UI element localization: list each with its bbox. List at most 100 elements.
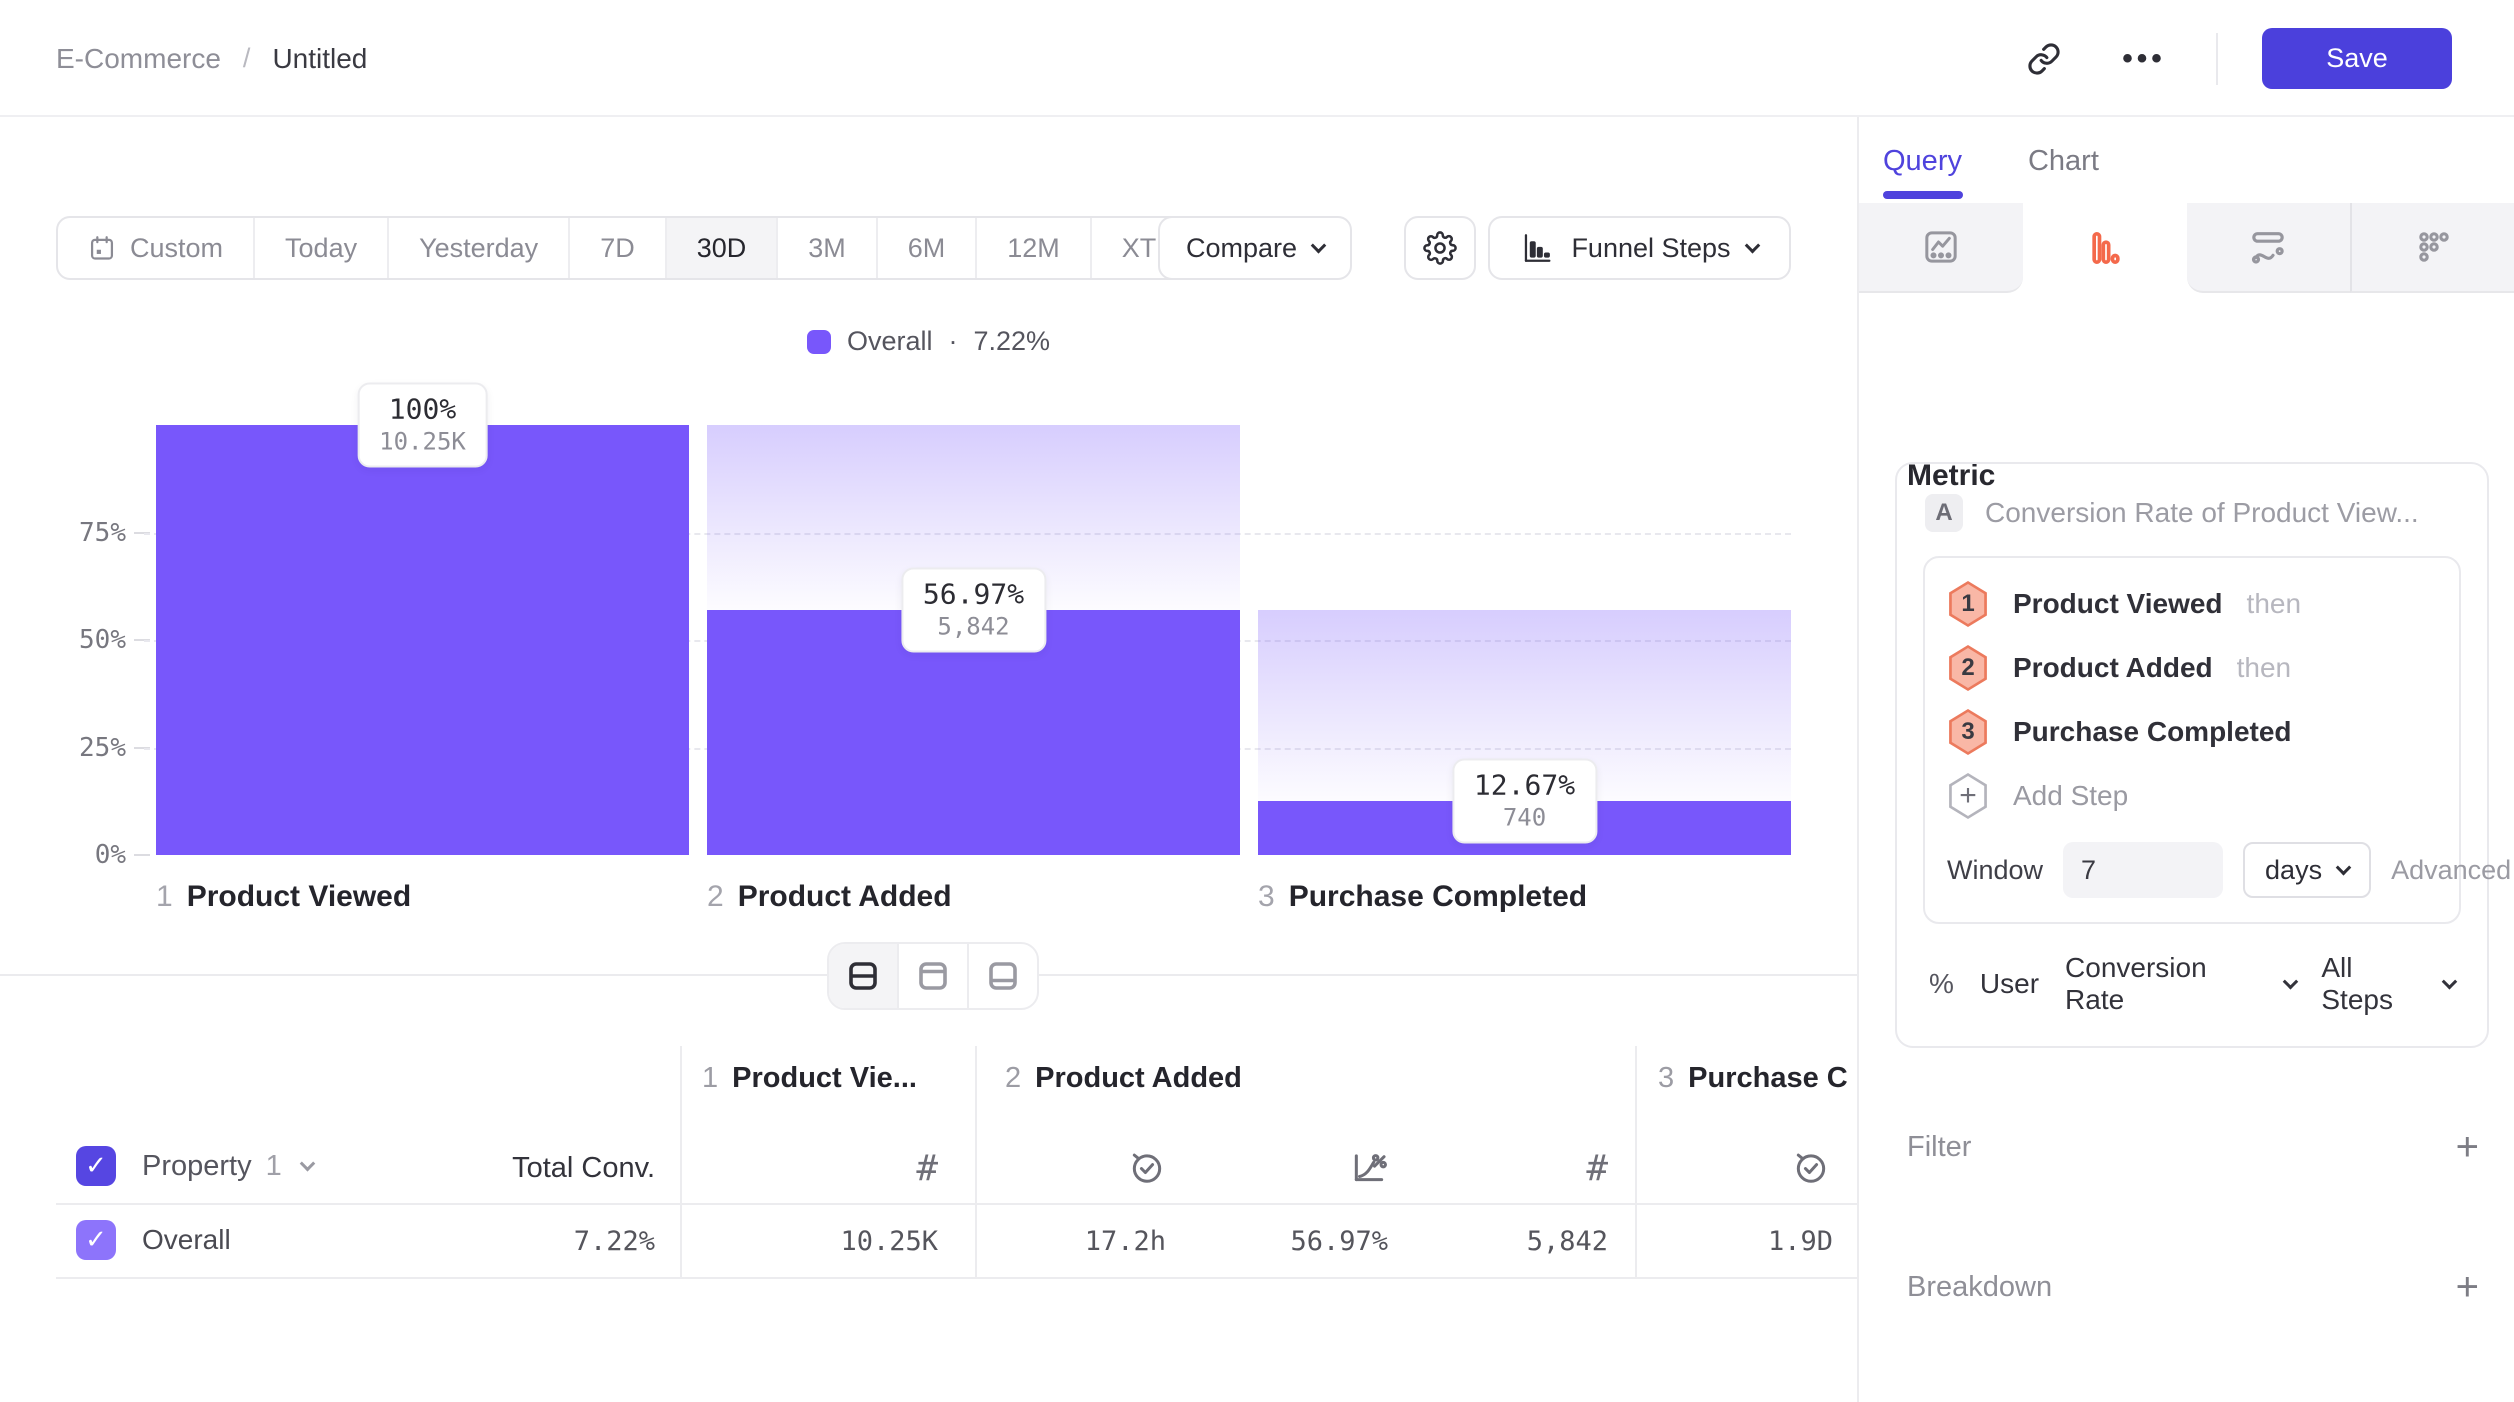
step-label-1: 1 Product Viewed: [156, 880, 412, 913]
chart-type-strip: [1859, 203, 2514, 293]
query-sidebar: Query Chart: [1857, 117, 2514, 1402]
chart-type-retention[interactable]: [2350, 203, 2514, 293]
table-column-divider: [1635, 1046, 1637, 1277]
breadcrumb-project[interactable]: E-Commerce: [56, 42, 221, 74]
date-range-12m[interactable]: 12M: [977, 218, 1092, 278]
flow-icon: [2248, 227, 2288, 267]
query-step-1[interactable]: 1 Product Viewed then: [1947, 572, 2437, 636]
ellipsis-icon: •••: [2122, 41, 2166, 75]
bar-value-tooltip: 100% 10.25K: [357, 382, 488, 468]
row-checkbox[interactable]: ✓: [76, 1220, 116, 1260]
bar-value-tooltip: 56.97% 5,842: [900, 567, 1047, 653]
select-all-checkbox[interactable]: ✓: [76, 1146, 116, 1186]
more-menu-button[interactable]: •••: [2116, 31, 2172, 87]
conversion-window-row: Window days Advanced: [1947, 842, 2511, 898]
table-header-divider: [56, 1203, 1857, 1205]
funnel-steps-view-dropdown[interactable]: Funnel Steps: [1488, 216, 1791, 280]
gridline-75: [144, 532, 1791, 535]
layout-chart-only-button[interactable]: [899, 944, 969, 1008]
cell-total-conv: 7.22%: [573, 1226, 655, 1257]
legend-series-name: Overall: [846, 326, 933, 356]
funnel-chart: 100% 10.25K 56.97% 5,842 12.67% 740: [144, 382, 1791, 855]
advanced-toggle[interactable]: Advanced: [2391, 854, 2512, 885]
cell-step2-rate: 56.97%: [1290, 1226, 1388, 1257]
breadcrumb-report-name[interactable]: Untitled: [272, 42, 368, 74]
metric-title: Conversion Rate of Product View...: [1985, 497, 2419, 528]
cell-step3-time: 1.9D: [1767, 1226, 1833, 1257]
row-name: Overall: [142, 1224, 231, 1255]
metric-title-row[interactable]: A Conversion Rate of Product View...: [1923, 490, 2461, 556]
y-axis-ticks: [134, 425, 150, 856]
y-axis-labels: 75% 50% 25% 0%: [40, 425, 126, 871]
layout-split-button[interactable]: [829, 944, 899, 1008]
funnel-bars-icon: [1521, 231, 1555, 265]
funnel-bar-converted-segment: [156, 425, 689, 855]
date-range-7d[interactable]: 7D: [570, 218, 667, 278]
funnel-bars-icon: [2085, 228, 2125, 268]
date-range-6m[interactable]: 6M: [878, 218, 978, 278]
legend-swatch: [806, 329, 831, 354]
funnel-steps-card: 1 Product Viewed then 2 Product Added th…: [1923, 556, 2511, 924]
tab-query[interactable]: Query: [1883, 145, 1962, 177]
cell-step1-count: 10.25K: [840, 1226, 938, 1257]
date-range-picker: Custom Today Yesterday 7D 30D 3M 6M 12M …: [56, 216, 1233, 280]
y-tick-label: 25%: [79, 732, 126, 763]
cell-step2-time: 17.2h: [1084, 1226, 1166, 1257]
query-step-3[interactable]: 3 Purchase Completed: [1947, 700, 2437, 764]
count-hash-icon[interactable]: #: [916, 1148, 938, 1189]
measure-prefix: %: [1929, 968, 1954, 999]
table-group-header-step2[interactable]: 2 Product Added: [1005, 1062, 1242, 1094]
topbar-divider: [2216, 32, 2218, 85]
date-range-today[interactable]: Today: [255, 218, 390, 278]
time-to-convert-icon[interactable]: [1108, 1148, 1166, 1186]
save-button[interactable]: Save: [2262, 28, 2452, 89]
breadcrumb: E-Commerce / Untitled: [56, 0, 367, 117]
date-range-custom[interactable]: Custom: [58, 218, 256, 278]
window-value-input[interactable]: [2063, 842, 2224, 898]
tab-chart[interactable]: Chart: [2027, 145, 2099, 177]
query-step-2[interactable]: 2 Product Added then: [1947, 636, 2437, 700]
chevron-down-icon: [2282, 973, 2298, 989]
table-group-header-step1[interactable]: 1 Product Vie...: [702, 1062, 917, 1094]
add-filter-button[interactable]: +: [2455, 1125, 2479, 1169]
conversion-rate-icon[interactable]: [1330, 1148, 1388, 1186]
table-column-divider: [975, 1046, 977, 1277]
metric-card: A Conversion Rate of Product View... 1 P…: [1895, 462, 2511, 1048]
add-step-button[interactable]: + Add Step: [1947, 764, 2437, 828]
x-axis-step-labels: 1 Product Viewed 2 Product Added 3 Purch…: [156, 880, 1791, 914]
total-conv-column-header[interactable]: Total Conv.: [512, 1152, 655, 1184]
chart-settings-button[interactable]: [1404, 216, 1476, 280]
chart-type-flow[interactable]: [2186, 203, 2351, 293]
measure-entity-select[interactable]: User: [1979, 968, 2040, 999]
date-range-yesterday[interactable]: Yesterday: [389, 218, 571, 278]
share-link-button[interactable]: [2016, 31, 2072, 87]
table-group-header-step3[interactable]: 3 Purchase C: [1658, 1062, 1848, 1094]
chart-legend[interactable]: Overall · 7.22%: [0, 326, 1857, 357]
funnel-bar-product-viewed[interactable]: 100% 10.25K: [156, 382, 689, 855]
filter-label: Filter: [1907, 1130, 1972, 1163]
measure-scope-select[interactable]: All Steps: [2321, 952, 2458, 1016]
time-to-convert-icon[interactable]: [1772, 1148, 1830, 1186]
window-unit-select[interactable]: days: [2243, 842, 2372, 898]
count-hash-icon[interactable]: #: [1586, 1148, 1608, 1189]
layout-table-only-button[interactable]: [969, 944, 1037, 1008]
date-range-30d-selected[interactable]: 30D: [666, 218, 779, 278]
chart-type-funnel-selected[interactable]: [2022, 203, 2187, 293]
add-step-plus-icon: +: [1949, 773, 1987, 819]
breakdown-label: Breakdown: [1907, 1270, 2053, 1303]
chevron-down-icon: [1310, 237, 1327, 253]
measure-type-select[interactable]: Conversion Rate: [2065, 952, 2298, 1016]
compare-button[interactable]: Compare: [1158, 216, 1352, 280]
funnel-bar-purchase-completed[interactable]: 12.67% 740: [1258, 425, 1791, 855]
add-breakdown-button[interactable]: +: [2455, 1265, 2479, 1309]
table-row-overall: ✓ Overall: [76, 1220, 231, 1260]
breakdown-section: Breakdown +: [1907, 1267, 2479, 1307]
chevron-down-icon: [2335, 859, 2352, 875]
sidebar-tabs: Query Chart: [1883, 131, 2099, 192]
y-tick-label: 50%: [79, 625, 126, 655]
funnel-bar-product-added[interactable]: 56.97% 5,842: [707, 425, 1240, 855]
date-range-3m[interactable]: 3M: [778, 218, 878, 278]
property-dropdown[interactable]: Property: [142, 1149, 252, 1182]
breadcrumb-separator: /: [242, 43, 251, 73]
chart-type-insights[interactable]: [1859, 203, 2023, 293]
